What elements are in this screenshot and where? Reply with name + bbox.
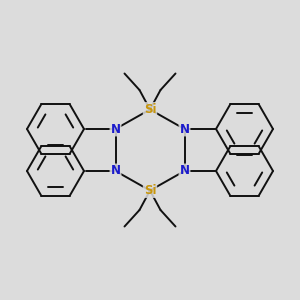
Text: N: N (110, 164, 121, 178)
Text: N: N (110, 122, 121, 136)
Text: Si: Si (144, 103, 156, 116)
Text: N: N (179, 122, 190, 136)
Text: N: N (179, 164, 190, 178)
Text: Si: Si (144, 184, 156, 197)
